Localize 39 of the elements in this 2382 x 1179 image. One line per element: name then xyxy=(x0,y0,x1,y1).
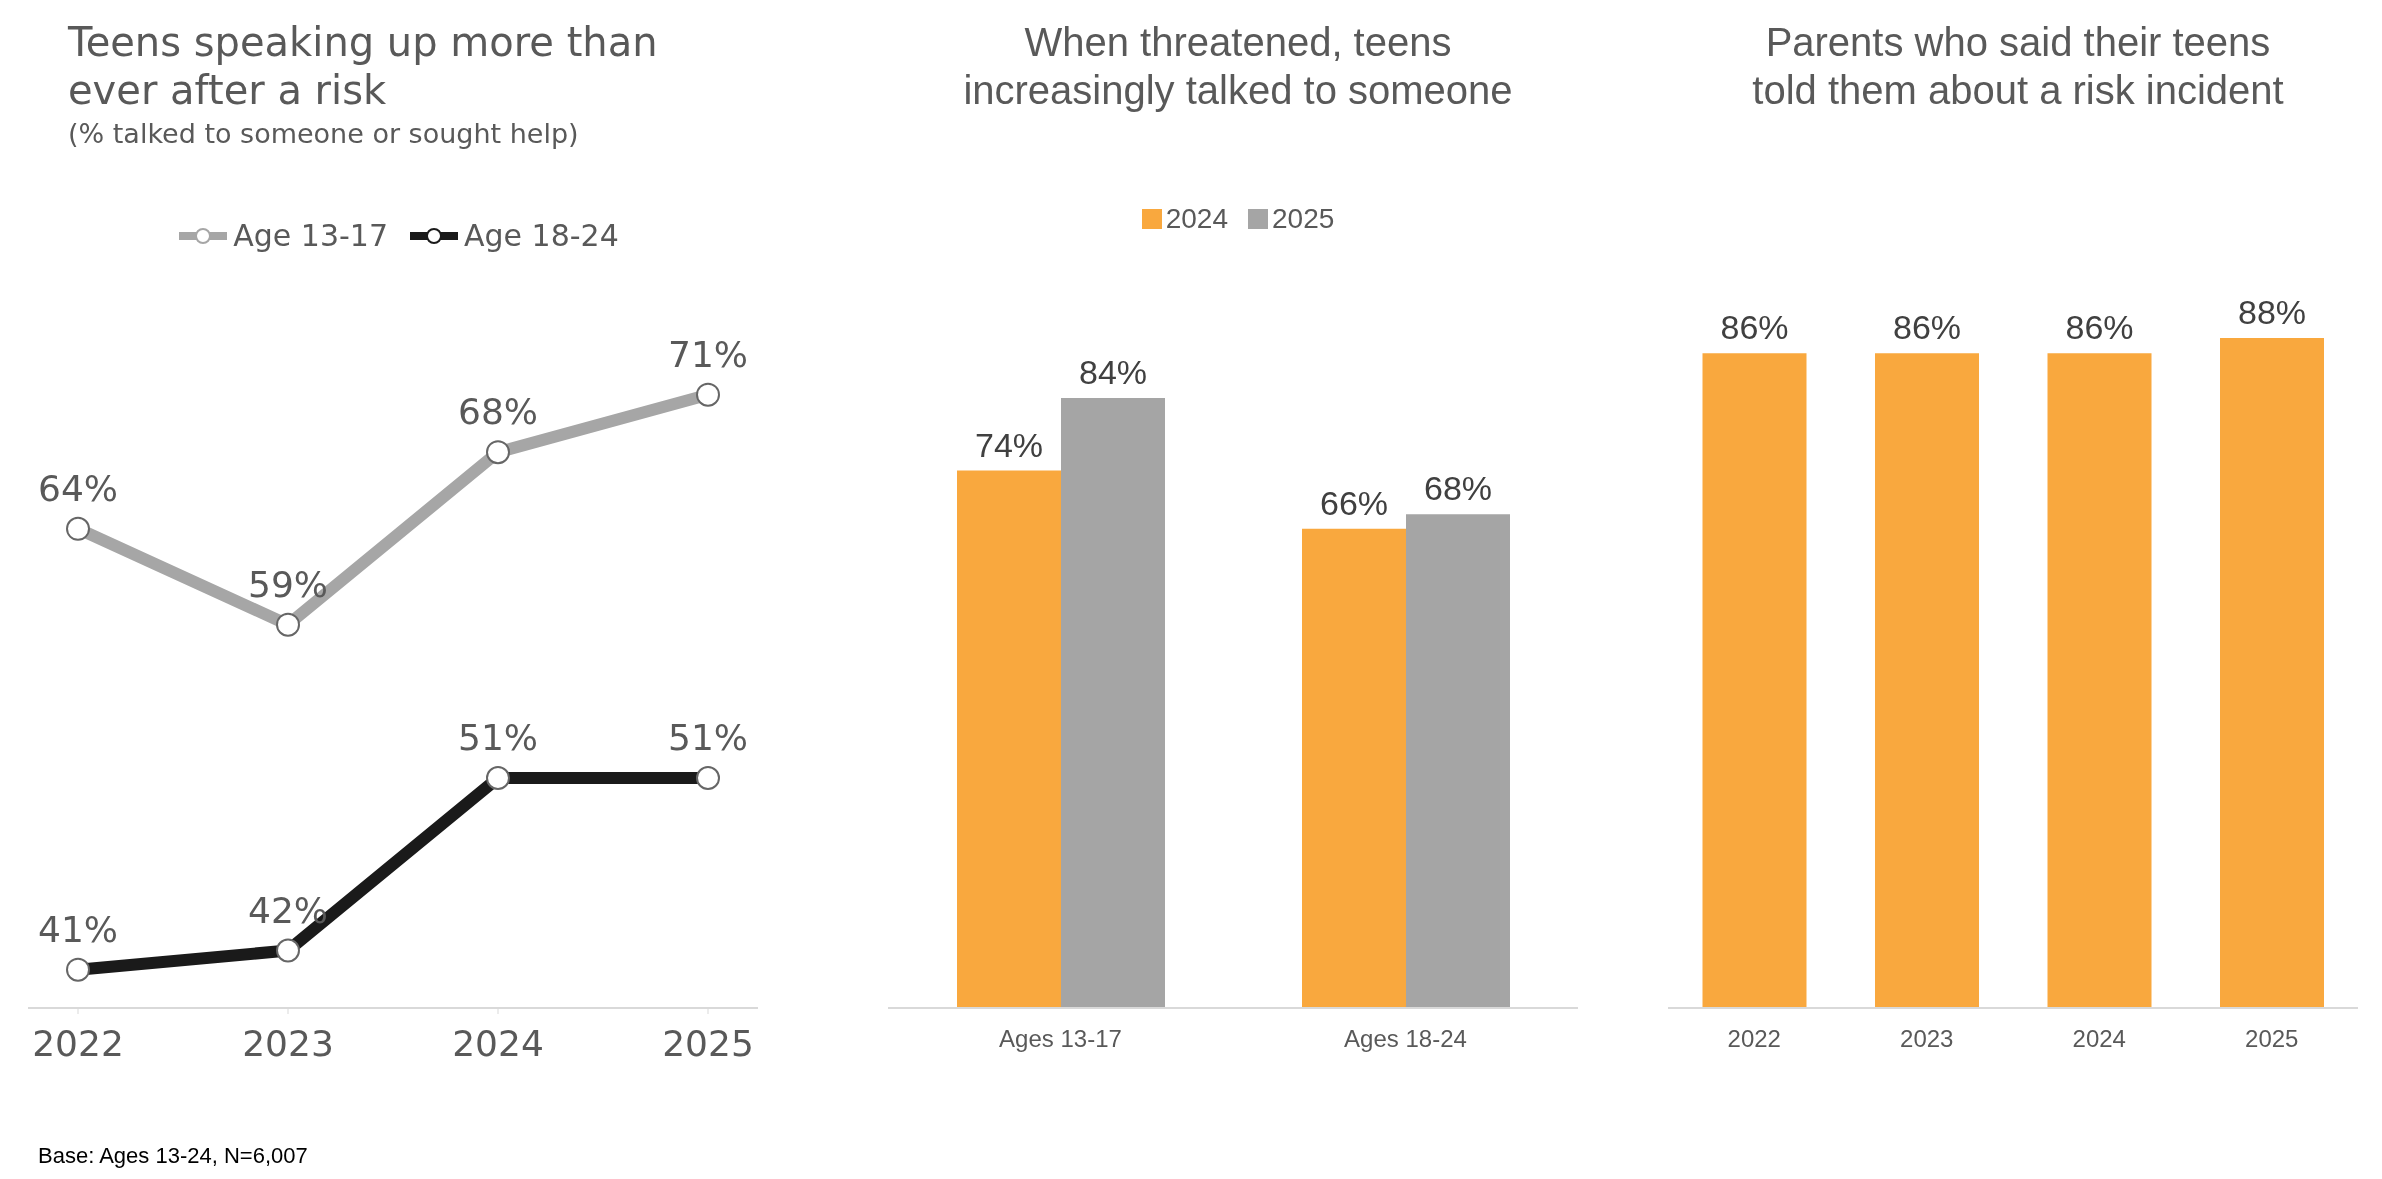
data-label: 86% xyxy=(1720,308,1789,347)
x-tick-label: 2024 xyxy=(2072,1025,2126,1053)
data-label: 84% xyxy=(1078,353,1148,391)
legend-label: Age 13-17 xyxy=(233,218,388,253)
x-tick-label: Ages 18-24 xyxy=(1344,1025,1467,1053)
x-tick-label: 2023 xyxy=(1900,1025,1954,1053)
data-label: 51% xyxy=(667,717,749,758)
x-tick-label: 2024 xyxy=(452,1022,544,1064)
text: Base: Ages 13-24, N=6,007 xyxy=(38,1143,308,1169)
data-label: 88% xyxy=(2237,293,2307,331)
data-label: 71% xyxy=(667,333,749,375)
legend-label: Age 18-24 xyxy=(464,218,619,253)
x-tick-label: 2022 xyxy=(32,1022,124,1064)
data-label: 68% xyxy=(457,391,539,433)
legend-label: 2025 xyxy=(1272,203,1335,235)
x-tick-label: 2022 xyxy=(1727,1025,1781,1053)
x-tick-label: 2023 xyxy=(242,1022,334,1064)
legend-label: 2024 xyxy=(1165,203,1228,235)
data-label: 86% xyxy=(2065,308,2134,347)
chart-subtitle: (% talked to someone or sought help) xyxy=(68,118,579,149)
bar xyxy=(1302,528,1406,1008)
data-label: 51% xyxy=(457,717,539,758)
x-tick-label: 2025 xyxy=(2245,1025,2299,1053)
chart-title: Parents who said their teens told them about a risk incident xyxy=(1751,19,2285,114)
data-label: 42% xyxy=(247,889,329,931)
data-label: 59% xyxy=(247,563,329,605)
data-label: 68% xyxy=(1423,469,1493,508)
data-label: 64% xyxy=(37,467,119,509)
chart-title: Teens speaking up more than ever after a risk xyxy=(68,18,659,114)
chart-title: When threatened, teens increasingly talked to someone xyxy=(962,19,1514,114)
data-label: 41% xyxy=(37,908,119,950)
data-label: 74% xyxy=(974,425,1044,464)
x-tick-label: Ages 13-17 xyxy=(999,1025,1122,1053)
bar xyxy=(1406,514,1510,1008)
bar xyxy=(957,470,1061,1008)
data-label: 86% xyxy=(1892,308,1962,347)
data-label: 66% xyxy=(1319,483,1389,522)
x-tick-label: 2025 xyxy=(662,1022,754,1064)
bar xyxy=(1061,398,1165,1008)
